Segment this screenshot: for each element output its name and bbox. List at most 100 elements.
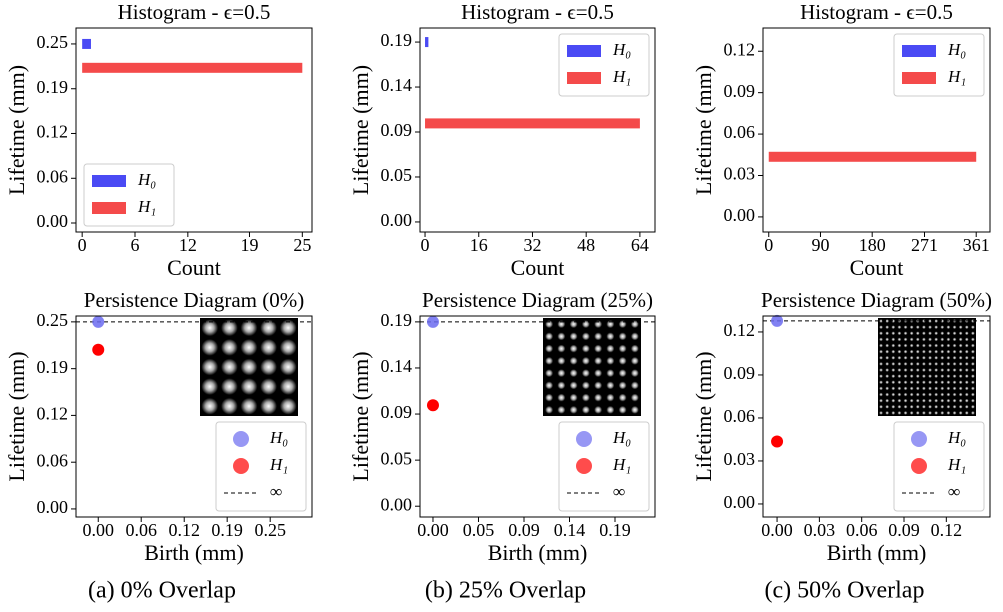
- inset-blobs: [200, 318, 298, 416]
- legend-label: H₁: [269, 455, 288, 474]
- inset-blobs: [878, 318, 976, 416]
- y-tick-label: 0.12: [37, 404, 69, 424]
- legend: H₀ H₁ ∞: [893, 421, 985, 512]
- axes-frame: [419, 27, 656, 233]
- y-tick-label: 0.00: [381, 210, 413, 230]
- point: [771, 314, 784, 327]
- inset-blobs: [543, 318, 641, 416]
- x-tick-label: 0.19: [211, 520, 243, 540]
- y-axis-label: Lifetime (mm): [348, 65, 373, 195]
- y-tick-label: 0.14: [381, 75, 413, 95]
- legend-swatch: [233, 431, 249, 447]
- x-tick-label: 0.06: [125, 520, 157, 540]
- legend-swatch: [92, 175, 126, 187]
- legend-label: ∞: [270, 482, 282, 501]
- legend-box: [893, 421, 985, 512]
- x-tick-label: 0.14: [554, 520, 586, 540]
- x-tick-label: 0.00: [761, 520, 793, 540]
- x-axis-label: Birth (mm): [488, 540, 588, 565]
- caption: (c) 50% Overlap: [765, 578, 925, 604]
- x-axis-label: Birth (mm): [827, 540, 927, 565]
- chart-title: Histogram - ϵ=0.5: [461, 0, 614, 24]
- x-axis-label: Birth (mm): [144, 540, 244, 565]
- y-axis-label: Lifetime (mm): [4, 65, 29, 195]
- y-tick-label: 0.12: [724, 320, 756, 340]
- legend-box: [558, 421, 650, 512]
- x-axis-label: Count: [850, 255, 904, 280]
- legend: H₀ H₁ ∞: [215, 421, 307, 512]
- y-tick-label: 0.03: [724, 449, 756, 469]
- x-tick-label: 90: [811, 235, 829, 255]
- x-tick-label: 0: [421, 235, 430, 255]
- legend-label: H₀: [137, 170, 156, 189]
- legend-swatch: [233, 458, 249, 474]
- x-tick-label: 16: [470, 235, 488, 255]
- axes-frame: [75, 315, 313, 518]
- y-tick-label: 0.19: [381, 310, 413, 330]
- legend-label: ∞: [613, 482, 625, 501]
- chart-title: Histogram - ϵ=0.5: [118, 0, 271, 24]
- point: [771, 435, 784, 448]
- x-tick-label: 0.09: [888, 520, 920, 540]
- y-tick-label: 0.00: [37, 497, 69, 517]
- y-tick-label: 0.09: [724, 81, 756, 101]
- y-axis-label: Lifetime (mm): [691, 65, 716, 195]
- y-tick-label: 0.06: [724, 406, 756, 426]
- y-tick-label: 0.19: [37, 357, 69, 377]
- x-tick-label: 0.12: [168, 520, 200, 540]
- bar: [425, 37, 429, 48]
- x-tick-label: 361: [963, 235, 990, 255]
- point: [92, 315, 105, 328]
- legend-swatch: [92, 202, 126, 214]
- point: [92, 343, 105, 356]
- x-tick-label: 48: [577, 235, 595, 255]
- x-axis-label: Count: [511, 255, 565, 280]
- legend: H₀ H₁: [558, 33, 650, 97]
- legend-swatch: [911, 431, 927, 447]
- legend-swatch: [902, 45, 936, 57]
- point: [426, 399, 439, 412]
- y-tick-label: 0.06: [37, 166, 69, 186]
- y-axis-label: Lifetime (mm): [4, 351, 29, 481]
- legend: H₀ H₁: [893, 33, 985, 97]
- bar: [425, 118, 640, 129]
- legend-label: H₀: [947, 40, 966, 59]
- point: [426, 315, 439, 328]
- chart-title: Persistence Diagram (50%): [761, 288, 992, 312]
- x-tick-label: 0.05: [463, 520, 495, 540]
- legend-box: [558, 33, 650, 97]
- y-tick-label: 0.05: [381, 448, 413, 468]
- y-tick-label: 0.19: [37, 77, 69, 97]
- y-tick-label: 0.03: [724, 164, 756, 184]
- axes-frame: [75, 27, 313, 233]
- y-tick-label: 0.12: [37, 122, 69, 142]
- x-tick-label: 0.00: [417, 520, 449, 540]
- bar: [82, 62, 303, 73]
- legend-box: [215, 421, 307, 512]
- y-tick-label: 0.25: [37, 310, 69, 330]
- legend-swatch: [567, 72, 601, 84]
- x-tick-label: 0.25: [254, 520, 286, 540]
- legend-label: H₁: [137, 197, 156, 216]
- legend-swatch: [902, 72, 936, 84]
- legend-label: H₀: [612, 428, 631, 447]
- caption: (a) 0% Overlap: [88, 578, 236, 604]
- legend-label: H₁: [612, 67, 631, 86]
- y-tick-label: 0.14: [381, 356, 413, 376]
- legend-box: [893, 33, 985, 97]
- x-tick-label: 0.09: [508, 520, 540, 540]
- axes-frame: [762, 27, 991, 233]
- legend-swatch: [567, 45, 601, 57]
- y-tick-label: 0.09: [381, 120, 413, 140]
- x-tick-label: 32: [523, 235, 541, 255]
- legend: H₀ H₁: [83, 163, 175, 227]
- legend-swatch: [911, 458, 927, 474]
- x-tick-label: 0.12: [931, 520, 963, 540]
- y-tick-label: 0.09: [381, 402, 413, 422]
- x-tick-label: 180: [859, 235, 886, 255]
- y-tick-label: 0.00: [724, 492, 756, 512]
- axes-frame: [419, 315, 656, 518]
- legend-swatch: [576, 431, 592, 447]
